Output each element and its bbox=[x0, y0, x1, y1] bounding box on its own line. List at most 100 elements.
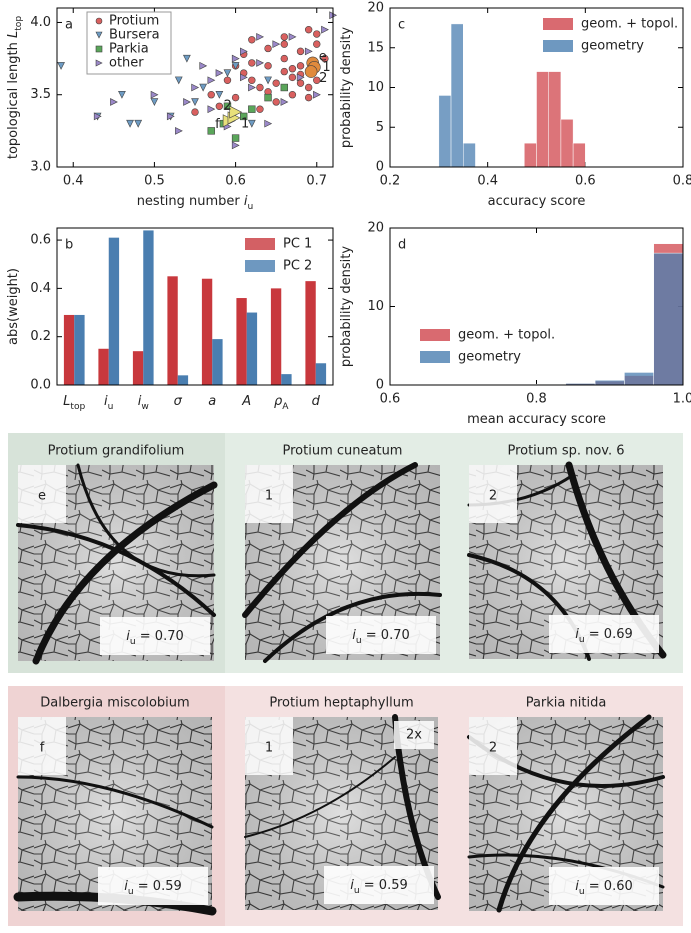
y-axis-label: probability density bbox=[339, 246, 354, 367]
tag-box bbox=[245, 465, 293, 523]
x-tick-label: 0.8 bbox=[526, 392, 547, 407]
hist-bar bbox=[572, 142, 586, 168]
leaf-vein bbox=[244, 756, 396, 838]
nesting-value-part: i bbox=[350, 878, 354, 893]
leaf-vein bbox=[263, 591, 442, 663]
nesting-value: iu = 0.70 bbox=[126, 629, 184, 647]
nesting-value-part: i bbox=[575, 879, 579, 894]
point bbox=[256, 59, 265, 67]
y-tick-label: 4.0 bbox=[30, 15, 51, 30]
bar bbox=[143, 230, 154, 385]
x-tick-label: 0.6 bbox=[380, 392, 401, 407]
hist-bar bbox=[653, 252, 684, 386]
tag-box bbox=[18, 465, 66, 523]
point bbox=[256, 33, 265, 41]
nesting-value: iu = 0.59 bbox=[350, 878, 408, 896]
bar bbox=[167, 276, 178, 385]
point bbox=[207, 76, 216, 85]
panel-tag: 2 bbox=[489, 489, 497, 504]
x-tick-label: 0.4 bbox=[477, 174, 498, 189]
point bbox=[288, 91, 297, 99]
panel-title: Protium sp. nov. 6 bbox=[507, 444, 624, 459]
tag-box bbox=[469, 465, 517, 523]
bar bbox=[108, 237, 120, 385]
x-tick-label-part: A bbox=[241, 394, 251, 409]
point bbox=[247, 119, 256, 128]
nesting-value-part: u bbox=[128, 887, 134, 897]
point bbox=[264, 93, 272, 102]
x-axis-label-part: u bbox=[248, 202, 254, 212]
bar bbox=[305, 281, 316, 385]
leaf-vein bbox=[496, 714, 652, 913]
point bbox=[215, 102, 224, 110]
legend-label: Bursera bbox=[109, 28, 160, 43]
point bbox=[288, 33, 297, 41]
x-axis-label-part: nesting number bbox=[137, 194, 244, 209]
x-tick-label-part: L bbox=[63, 394, 70, 409]
panel-label: b bbox=[65, 238, 73, 253]
point bbox=[231, 141, 240, 150]
nesting-value: iu = 0.69 bbox=[575, 627, 633, 645]
badge: 2x bbox=[406, 728, 422, 743]
y-tick-label: 0.0 bbox=[30, 378, 51, 393]
nesting-value-part: = 0.59 bbox=[134, 879, 182, 894]
legend-swatch bbox=[420, 351, 450, 363]
point bbox=[93, 112, 102, 121]
bar bbox=[315, 363, 327, 385]
point bbox=[231, 62, 240, 70]
leaf-vein bbox=[16, 523, 216, 617]
leaf-vein bbox=[16, 775, 214, 829]
x-tick-label: 0.7 bbox=[306, 174, 327, 189]
point bbox=[95, 17, 103, 25]
tag-box bbox=[245, 717, 293, 775]
leaf-vein bbox=[76, 463, 216, 578]
x-axis-label-part: i bbox=[244, 194, 248, 209]
y-tick-label: 0.2 bbox=[30, 329, 51, 344]
point bbox=[240, 47, 248, 56]
nesting-value-part: u bbox=[354, 886, 360, 896]
point bbox=[313, 76, 321, 84]
y-tick-label: 0 bbox=[376, 160, 384, 175]
point bbox=[150, 90, 159, 99]
leaf-vein bbox=[32, 481, 218, 665]
point bbox=[57, 62, 65, 70]
value-box bbox=[326, 616, 436, 654]
y-axis-label-part: top bbox=[14, 16, 24, 31]
point bbox=[199, 83, 208, 92]
x-tick-label-part: A bbox=[282, 402, 289, 412]
bar bbox=[201, 278, 213, 385]
legend-swatch bbox=[245, 238, 275, 250]
x-tick-label: 0.2 bbox=[380, 174, 401, 189]
value-box bbox=[549, 615, 659, 653]
point bbox=[296, 79, 305, 87]
panel-label: c bbox=[398, 18, 405, 33]
x-tick-label: A bbox=[241, 394, 251, 409]
point-label: f bbox=[215, 117, 220, 132]
point bbox=[240, 112, 248, 121]
nesting-value-part: i bbox=[352, 628, 356, 643]
y-tick-label: 10 bbox=[367, 80, 384, 95]
x-tick-label: 0.4 bbox=[63, 174, 84, 189]
x-tick-label-part: σ bbox=[174, 394, 183, 409]
panel-title: Dalbergia miscolobium bbox=[40, 696, 189, 711]
point-label: 2 bbox=[224, 99, 232, 114]
point bbox=[272, 40, 281, 49]
point bbox=[191, 83, 200, 92]
hist-bar bbox=[624, 372, 654, 386]
point bbox=[296, 47, 305, 56]
point bbox=[166, 112, 175, 121]
bar bbox=[63, 314, 75, 385]
panel-tag: f bbox=[40, 741, 45, 756]
bar bbox=[270, 288, 282, 385]
x-tick-label: iu bbox=[104, 394, 113, 412]
panel-tag: 1 bbox=[265, 489, 273, 504]
plot-frame bbox=[389, 7, 684, 168]
point bbox=[248, 83, 256, 92]
tag-box bbox=[18, 717, 66, 775]
y-axis-label-part: abs(weight) bbox=[6, 268, 21, 345]
point bbox=[182, 54, 191, 63]
point bbox=[191, 98, 199, 107]
x-tick-label: 0.8 bbox=[673, 174, 691, 189]
bar bbox=[132, 351, 144, 385]
x-tick-label-part: u bbox=[108, 402, 114, 412]
